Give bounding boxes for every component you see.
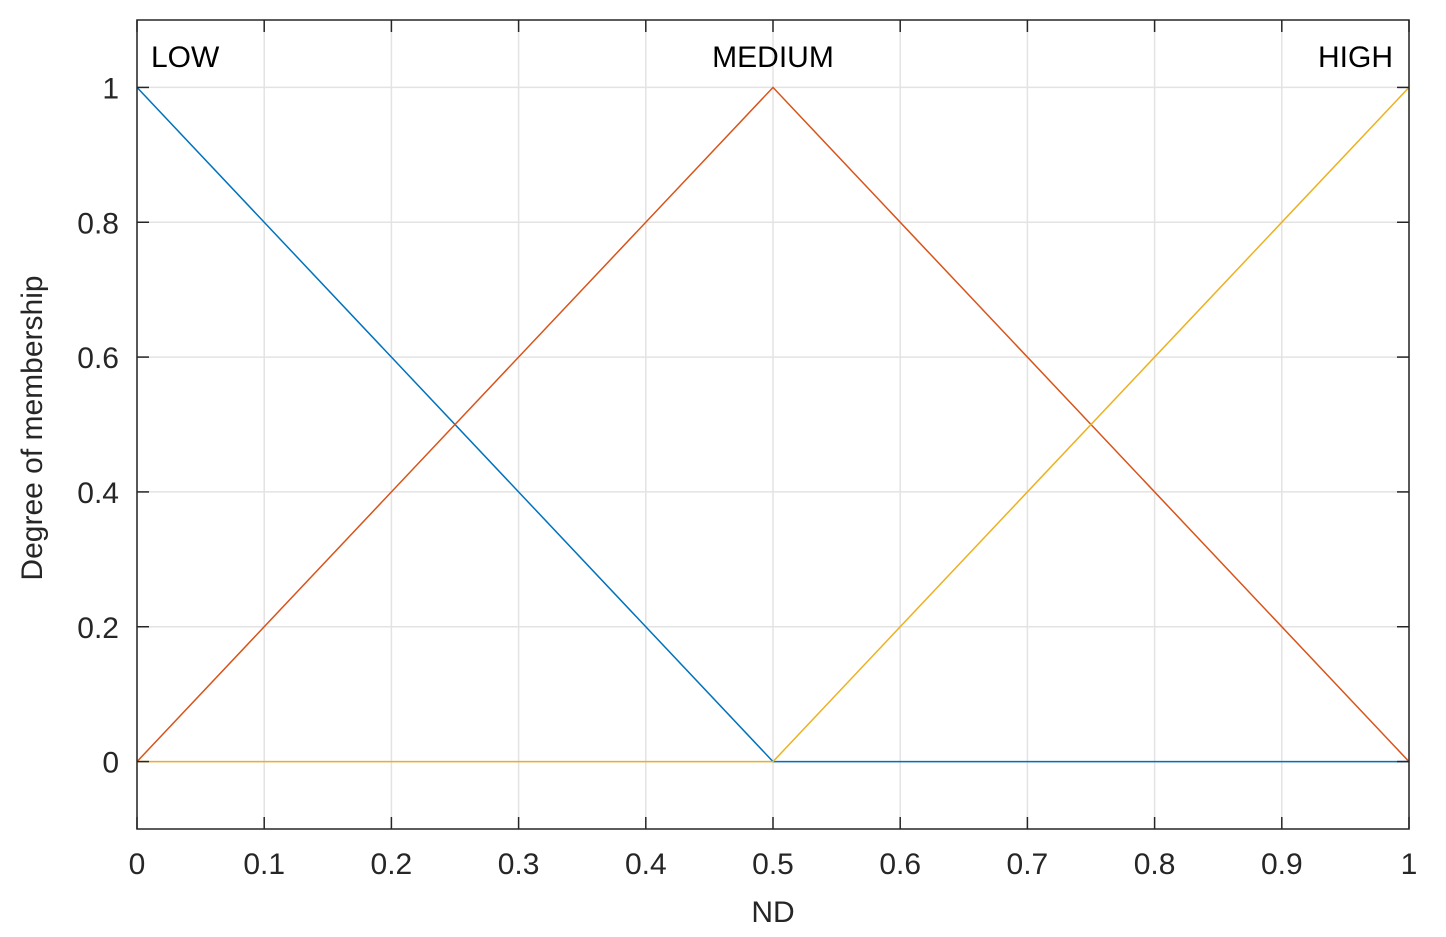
x-tick-label: 0.7 [1007,848,1049,881]
x-tick-label: 0.2 [371,848,413,881]
y-tick-labels: 0 0.2 0.4 0.6 0.8 1 [77,72,119,779]
series-line-medium [136,86,1410,763]
annotations: LOW MEDIUM HIGH [151,41,1393,74]
x-tick-label: 0 [129,848,146,881]
y-tick-label: 0.2 [77,612,119,645]
x-tick-label: 0.6 [879,848,921,881]
tick-marks [136,20,1410,829]
x-tick-label: 0.4 [625,848,667,881]
x-tick-label: 0.5 [752,848,794,881]
y-tick-label: 1 [102,72,119,105]
y-tick-label: 0 [102,747,119,780]
x-tick-label: 1 [1401,848,1418,881]
x-tick-labels: 0 0.1 0.2 0.3 0.4 0.5 0.6 0.7 0.8 0.9 1 [129,848,1418,881]
x-axis-label: ND [751,896,794,929]
x-tick-label: 0.1 [243,848,285,881]
series-line-high [137,86,1410,763]
x-tick-label: 0.3 [498,848,540,881]
mf-label-medium: MEDIUM [712,41,834,74]
x-tick-label: 0.8 [1134,848,1176,881]
y-axis-label: Degree of membership [16,275,49,580]
x-tick-label: 0.9 [1261,848,1303,881]
y-tick-label: 0.4 [77,477,119,510]
y-tick-label: 0.8 [77,207,119,240]
series-layer [136,86,1410,763]
y-tick-label: 0.6 [77,342,119,375]
mf-label-low: LOW [151,41,220,74]
mf-label-high: HIGH [1318,41,1393,74]
